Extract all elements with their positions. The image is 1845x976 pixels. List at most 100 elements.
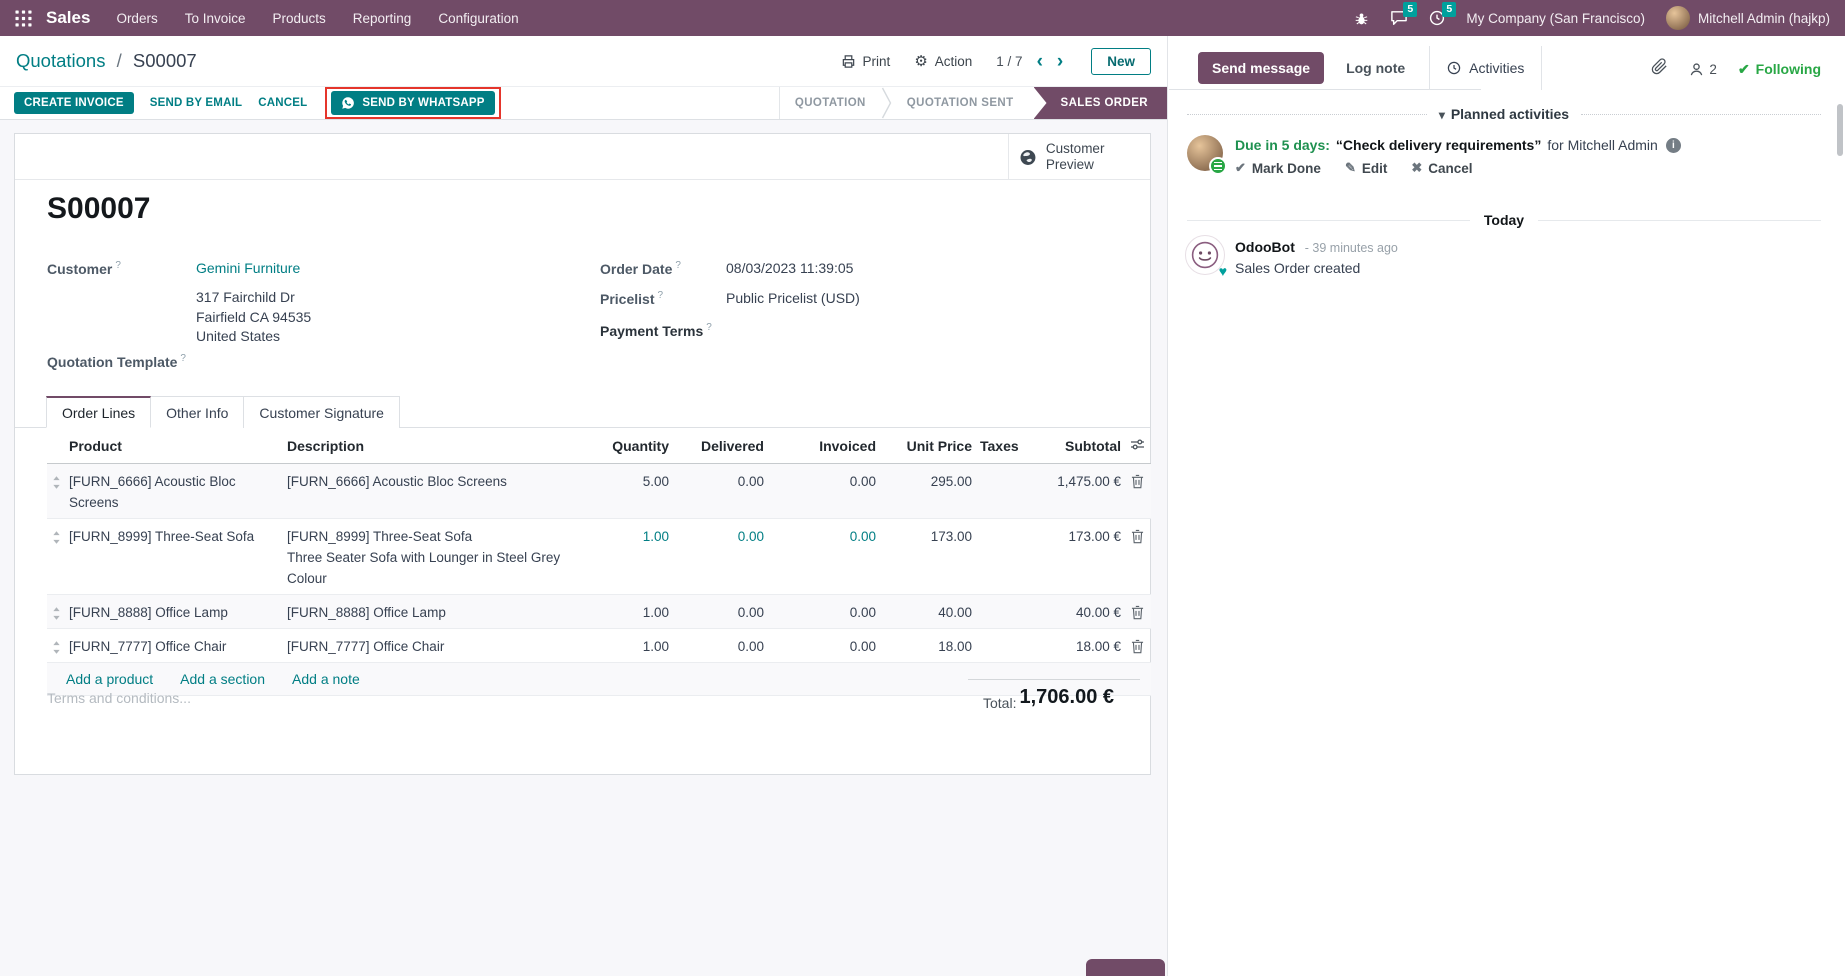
notebook-tabs: Order Lines Other Info Customer Signature	[15, 396, 1150, 428]
product-cell[interactable]: [FURN_8999] Three-Seat Sofa	[69, 529, 255, 544]
navbar-menus: Orders To Invoice Products Reporting Configu…	[116, 11, 518, 26]
invoiced-cell[interactable]: 0.00	[849, 529, 876, 544]
company-switcher[interactable]: My Company (San Francisco)	[1466, 10, 1645, 26]
invoiced-cell[interactable]: 0.00	[849, 639, 876, 654]
product-cell[interactable]: [FURN_6666] Acoustic Bloc Screens	[69, 474, 236, 510]
cancel-button[interactable]: CANCEL	[258, 97, 308, 109]
navbar-menu-reporting[interactable]: Reporting	[352, 10, 412, 26]
edit-activity-button[interactable]: ✎ Edit	[1344, 160, 1388, 176]
unit-price-cell[interactable]: 173.00	[930, 529, 972, 544]
stage-quotation[interactable]: QUOTATION	[794, 97, 866, 109]
add-a-product-link[interactable]: Add a product	[66, 671, 154, 687]
send-by-email-button[interactable]: SEND BY EMAIL	[149, 97, 243, 109]
messages-icon[interactable]: 5	[1390, 2, 1418, 26]
unit-price-cell[interactable]: 295.00	[930, 474, 972, 489]
create-invoice-button[interactable]: CREATE INVOICE	[14, 92, 134, 114]
print-button[interactable]: Print	[841, 54, 890, 69]
action-button[interactable]: ⚙ Action	[914, 52, 973, 70]
quantity-cell[interactable]: 1.00	[642, 605, 669, 620]
delete-line-button[interactable]	[1125, 602, 1150, 620]
delivered-cell[interactable]: 0.00	[737, 474, 764, 489]
quantity-cell[interactable]: 5.00	[642, 474, 669, 489]
log-note-button[interactable]: Log note	[1346, 60, 1406, 76]
subtotal-cell: 173.00 €	[1068, 529, 1121, 544]
navbar-menu-to-invoice[interactable]: To Invoice	[184, 10, 246, 26]
navbar-menu-products[interactable]: Products	[272, 10, 326, 26]
order-date-value[interactable]: 08/03/2023 11:39:05	[726, 260, 854, 276]
order-line-row[interactable]: [FURN_7777] Office Chair [FURN_7777] Offi…	[47, 629, 1151, 663]
scrollbar-thumb[interactable]	[1837, 104, 1843, 156]
invoiced-cell[interactable]: 0.00	[849, 605, 876, 620]
description-cell[interactable]: [FURN_8999] Three-Seat Sofa Three Seater …	[287, 529, 561, 586]
quotation-template-label: Quotation Template?	[47, 353, 186, 370]
quantity-cell[interactable]: 1.00	[642, 639, 669, 654]
order-line-row[interactable]: [FURN_8888] Office Lamp [FURN_8888] Offic…	[47, 595, 1151, 629]
pricelist-label: Pricelist?	[600, 290, 664, 307]
send-message-button[interactable]: Send message	[1198, 52, 1325, 84]
message-author[interactable]: OdooBot	[1235, 239, 1295, 255]
pager-next-button[interactable]: ›	[1056, 50, 1064, 72]
delete-line-button[interactable]	[1125, 471, 1150, 489]
drag-handle-icon[interactable]	[47, 602, 65, 620]
customer-preview-button[interactable]: Customer Preview	[1008, 134, 1150, 180]
app-name[interactable]: Sales	[46, 8, 91, 27]
order-line-row[interactable]: [FURN_6666] Acoustic Bloc Screens [FURN_6…	[47, 464, 1151, 519]
stage-quotation-sent[interactable]: QUOTATION SENT	[906, 97, 1014, 109]
terms-and-conditions-input[interactable]: Terms and conditions...	[47, 690, 191, 706]
delivered-cell[interactable]: 0.00	[737, 605, 764, 620]
product-cell[interactable]: [FURN_7777] Office Chair	[69, 639, 227, 654]
description-cell[interactable]: [FURN_7777] Office Chair	[287, 639, 445, 654]
whatsapp-icon	[342, 97, 355, 109]
bug-icon[interactable]	[1354, 11, 1369, 26]
delivered-cell[interactable]: 0.00	[737, 639, 764, 654]
unit-price-cell[interactable]: 40.00	[938, 605, 972, 620]
new-button[interactable]: New	[1091, 47, 1151, 75]
drag-handle-icon[interactable]	[47, 471, 65, 489]
breadcrumb-quotations-link[interactable]: Quotations	[16, 50, 106, 71]
order-line-row[interactable]: [FURN_8999] Three-Seat Sofa [FURN_8999] T…	[47, 519, 1151, 595]
drag-handle-icon[interactable]	[47, 636, 65, 654]
activities-button[interactable]: Activities	[1429, 46, 1543, 90]
quantity-cell[interactable]: 1.00	[642, 529, 669, 544]
delivered-cell[interactable]: 0.00	[737, 529, 764, 544]
activity-clock-icon[interactable]: 5	[1429, 2, 1457, 26]
send-by-whatsapp-button[interactable]: SEND BY WHATSAPP	[331, 91, 495, 115]
pricelist-value[interactable]: Public Pricelist (USD)	[726, 290, 860, 306]
navbar-menu-configuration[interactable]: Configuration	[438, 10, 519, 26]
attach-files-button[interactable]	[1651, 58, 1668, 80]
delete-line-button[interactable]	[1125, 636, 1150, 654]
delete-line-button[interactable]	[1125, 526, 1150, 544]
tab-other-info[interactable]: Other Info	[151, 396, 245, 428]
customer-value[interactable]: Gemini Furniture	[196, 260, 301, 276]
unit-price-cell[interactable]: 18.00	[938, 639, 972, 654]
mark-done-button[interactable]: ✔ Mark Done	[1235, 160, 1321, 176]
tab-customer-signature[interactable]: Customer Signature	[244, 396, 400, 428]
navbar-menu-orders[interactable]: Orders	[116, 10, 158, 26]
description-cell[interactable]: [FURN_8888] Office Lamp	[287, 605, 446, 620]
user-menu[interactable]: Mitchell Admin (hajkp)	[1665, 6, 1830, 30]
invoiced-cell[interactable]: 0.00	[849, 474, 876, 489]
apps-grid-icon[interactable]	[15, 9, 32, 27]
tab-order-lines[interactable]: Order Lines	[46, 396, 152, 428]
followers-button[interactable]: 2	[1689, 62, 1717, 77]
stage-sales-order[interactable]: SALES ORDER	[1033, 87, 1167, 119]
stage-separator-icon	[881, 87, 892, 119]
drag-handle-icon[interactable]	[47, 526, 65, 544]
livechat-launcher[interactable]	[1086, 959, 1165, 976]
add-a-section-link[interactable]: Add a section	[180, 671, 266, 687]
planned-activities-header[interactable]: ▾ Planned activities	[1187, 106, 1822, 122]
cancel-activity-button[interactable]: ✖ Cancel	[1411, 160, 1473, 176]
add-a-note-link[interactable]: Add a note	[292, 671, 360, 687]
form-view-area: Customer Preview S00007 Customer? Gemini…	[0, 120, 1167, 976]
description-cell[interactable]: [FURN_6666] Acoustic Bloc Screens	[287, 474, 507, 489]
info-icon[interactable]: i	[1665, 137, 1681, 153]
activity-title: “Check delivery requirements”	[1335, 137, 1542, 153]
pager-previous-button[interactable]: ‹	[1036, 50, 1043, 72]
order-lines-header: Product Description Quantity Delivered Invoi…	[47, 428, 1151, 464]
activity-assignee: for Mitchell Admin	[1547, 137, 1658, 153]
activity-user-avatar	[1187, 135, 1227, 175]
product-cell[interactable]: [FURN_8888] Office Lamp	[69, 605, 228, 620]
optional-columns-button[interactable]	[1125, 438, 1150, 454]
help-marker: ?	[657, 290, 664, 301]
following-toggle[interactable]: ✔ Following	[1737, 60, 1821, 78]
